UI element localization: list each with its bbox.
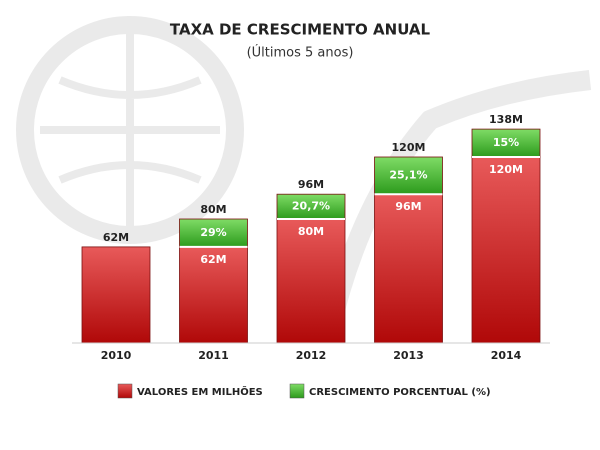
legend-label: VALORES EM MILHÕES	[137, 385, 263, 398]
background-globe	[16, 16, 244, 244]
total-label: 80M	[200, 203, 226, 216]
segment-label: 20,7%	[292, 200, 330, 213]
segment-label: 62M	[200, 253, 226, 266]
bar-segment	[81, 246, 151, 344]
x-tick-label: 2014	[491, 349, 522, 362]
x-tick-label: 2012	[296, 349, 327, 362]
total-label: 138M	[489, 113, 523, 126]
segment-label: 80M	[298, 225, 324, 238]
segment-label: 96M	[395, 200, 421, 213]
bar-segment	[471, 128, 541, 158]
segment-label: 25,1%	[389, 169, 427, 182]
chart-title: TAXA DE CRESCIMENTO ANUAL	[170, 21, 431, 39]
total-label: 96M	[298, 178, 324, 191]
total-label: 62M	[103, 231, 129, 244]
legend-swatch	[117, 383, 133, 399]
x-tick-label: 2011	[198, 349, 229, 362]
legend-swatch	[289, 383, 305, 399]
bar-segment	[276, 218, 346, 344]
total-label: 120M	[392, 141, 426, 154]
bar-segment	[374, 193, 443, 344]
legend-label: CRESCIMENTO PORCENTUAL (%)	[309, 387, 491, 398]
background-path	[320, 70, 592, 333]
bar-segment	[179, 246, 248, 344]
chart-subtitle: (Últimos 5 anos)	[247, 45, 354, 61]
bar-segment	[276, 193, 346, 220]
x-tick-label: 2010	[101, 349, 132, 362]
segment-label: 15%	[493, 136, 519, 149]
x-tick-label: 2013	[393, 349, 424, 362]
segment-label: 120M	[489, 163, 523, 176]
bar-segment	[471, 156, 541, 344]
segment-label: 29%	[200, 226, 226, 239]
